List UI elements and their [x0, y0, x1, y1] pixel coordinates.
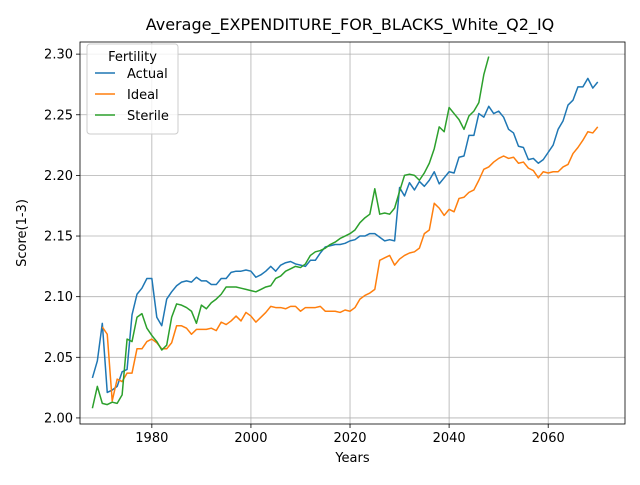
- y-tick-label: 2.30: [44, 48, 73, 63]
- y-tick-label: 2.00: [44, 411, 73, 426]
- x-tick-label: 2060: [532, 431, 565, 446]
- legend-label-sterile: Sterile: [127, 109, 169, 124]
- series-lines: [91, 56, 599, 409]
- chart-title: Average_EXPENDITURE_FOR_BLACKS_White_Q2_…: [146, 15, 555, 35]
- y-tick-label: 2.10: [44, 290, 73, 305]
- series-line-actual: [91, 77, 599, 394]
- x-tick-label: 2000: [234, 431, 267, 446]
- x-axis-label: Years: [334, 451, 370, 466]
- legend: Fertility Actual Ideal Sterile: [86, 43, 179, 135]
- plot-area-frame: [79, 41, 626, 425]
- y-tick-label: 2.05: [44, 351, 73, 366]
- y-tick-label: 2.25: [44, 108, 73, 123]
- x-tick-label: 2020: [333, 431, 366, 446]
- x-tick-label: 1980: [135, 431, 168, 446]
- y-tick-label: 2.20: [44, 169, 73, 184]
- legend-label-ideal: Ideal: [127, 88, 159, 103]
- series-line-sterile: [91, 56, 490, 409]
- axis-ticks: 1980 2000 2020 2040 2060 2.00 2.05 2.10 2.15 2.20…: [44, 48, 565, 446]
- legend-title: Fertility: [108, 50, 157, 65]
- y-tick-label: 2.15: [44, 230, 73, 245]
- legend-label-actual: Actual: [127, 67, 168, 82]
- y-axis-label: Score(1-3): [15, 199, 30, 267]
- series-line-ideal: [101, 126, 599, 402]
- x-tick-label: 2040: [433, 431, 466, 446]
- legend-frame: [86, 43, 179, 135]
